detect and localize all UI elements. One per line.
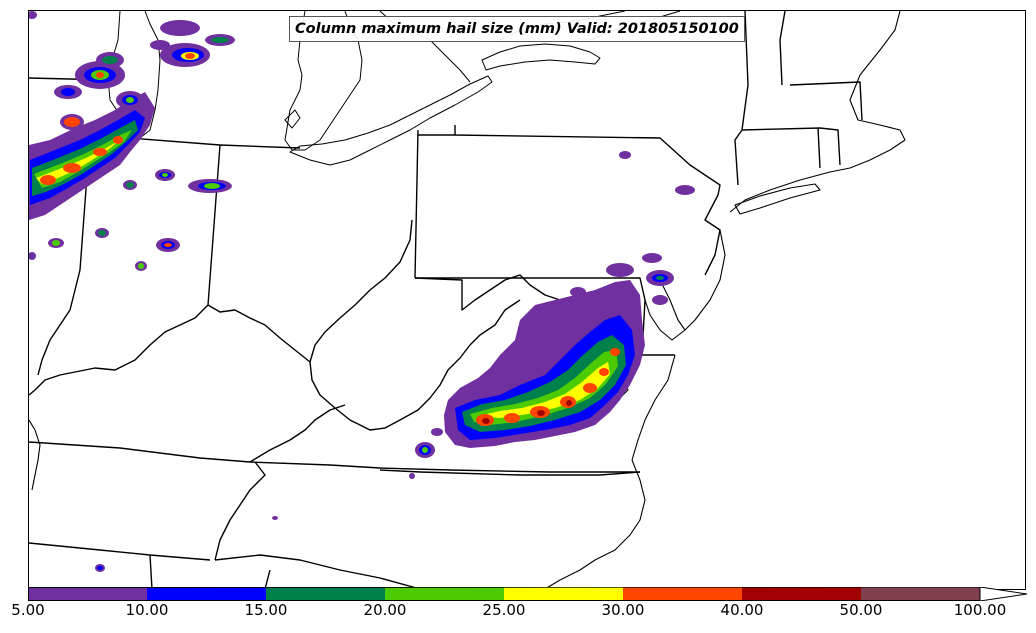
long-island <box>734 183 821 215</box>
ny-pa-border <box>418 125 721 276</box>
colorbar-tick-label: 50.00 <box>839 601 883 619</box>
colorbar-outline <box>28 587 981 601</box>
colorbar-segment <box>742 587 861 601</box>
map-title: Column maximum hail size (mm) Valid: 201… <box>289 16 745 42</box>
colorbar-segment <box>385 587 504 601</box>
ga-border <box>264 569 271 589</box>
ohio-river <box>29 304 311 396</box>
colorbar-segment <box>147 587 266 601</box>
hail-cells-midwest <box>29 11 278 572</box>
colorbar-extend-arrow <box>979 587 1028 601</box>
ky-va-border <box>249 404 346 463</box>
ky-tn-border <box>29 441 640 473</box>
new-england-coast <box>729 11 906 213</box>
colorbar-tick-label: 40.00 <box>720 601 764 619</box>
lake-erie-shoreline <box>289 75 493 166</box>
wv-va-border <box>309 219 521 431</box>
nj-coast <box>631 229 726 461</box>
massachusetts-border <box>741 127 841 166</box>
va-nc-border <box>379 469 641 476</box>
map-frame <box>28 10 1026 590</box>
vermont-nh-border <box>779 11 863 121</box>
colorbar-tick-label: 30.00 <box>601 601 645 619</box>
colorbar-tick-label: 25.00 <box>482 601 526 619</box>
nc-sc-border <box>214 554 421 589</box>
colorbar-tick-label: 15.00 <box>244 601 288 619</box>
mississippi-river <box>29 419 41 491</box>
nc-coast <box>544 459 646 589</box>
colorbar-segment <box>623 587 742 601</box>
colorbar-tick-label: 5.00 <box>11 601 45 619</box>
colorbar-tick-label: 20.00 <box>363 601 407 619</box>
hail-cores-va-dark <box>482 400 572 424</box>
colorbar-tick-label: 10.00 <box>125 601 169 619</box>
tn-south-border <box>29 542 211 589</box>
colorbar-segment <box>861 587 980 601</box>
tn-nc-border <box>214 461 266 561</box>
colorbar <box>28 587 1028 601</box>
colorbar-segment <box>28 587 147 601</box>
colorbar-segment <box>266 587 385 601</box>
ct-ri-border <box>817 127 821 169</box>
colorbar-tick-label: 100.00 <box>953 601 1007 619</box>
colorbar-segment <box>504 587 623 601</box>
hail-cells-northeast <box>409 151 695 479</box>
hail-region-va-lightgreen <box>470 350 618 425</box>
delaware-bay <box>644 279 686 341</box>
ohio-border <box>207 144 301 306</box>
pa-western-border <box>414 129 419 279</box>
lake-st-clair <box>284 109 301 129</box>
hail-field <box>29 11 695 572</box>
lake-ontario-shoreline <box>481 43 601 71</box>
